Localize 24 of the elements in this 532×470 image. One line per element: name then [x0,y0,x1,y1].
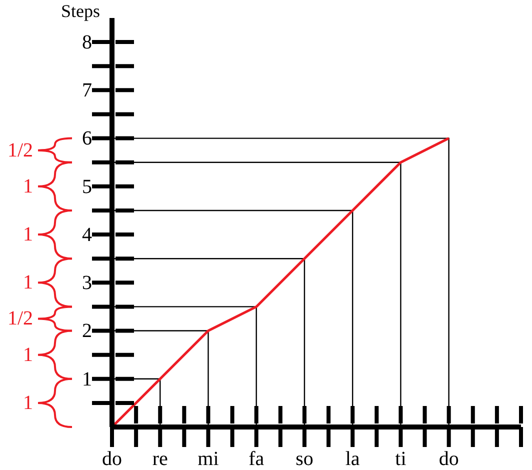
y-tick-label: 6 [82,128,92,150]
text: 1 [23,175,33,198]
text: 1/2 [7,308,33,330]
x-tick-label: do [102,448,122,470]
text: 1/2 [7,139,33,162]
y-axis-title: Steps [60,1,100,21]
text: 1 [23,392,33,414]
x-tick-label: do [438,448,459,470]
x-tick-label: re [152,448,168,470]
y-tick-label: 7 [82,80,92,102]
text: 1 [23,272,33,294]
text: 1 [23,344,33,366]
y-tick-label: 5 [82,176,92,198]
y-tick-label: 4 [82,224,92,246]
x-tick-label: so [296,448,314,470]
y-tick-label: 1 [82,368,92,390]
text: 1 [23,224,33,246]
x-tick-label: la [345,448,360,470]
x-tick-label: mi [198,448,220,470]
x-tick-label: fa [248,448,264,470]
y-tick-label: 2 [82,320,92,342]
y-tick-label: 3 [82,272,92,294]
y-tick-label: 8 [82,31,92,54]
x-tick-label: ti [395,448,407,470]
